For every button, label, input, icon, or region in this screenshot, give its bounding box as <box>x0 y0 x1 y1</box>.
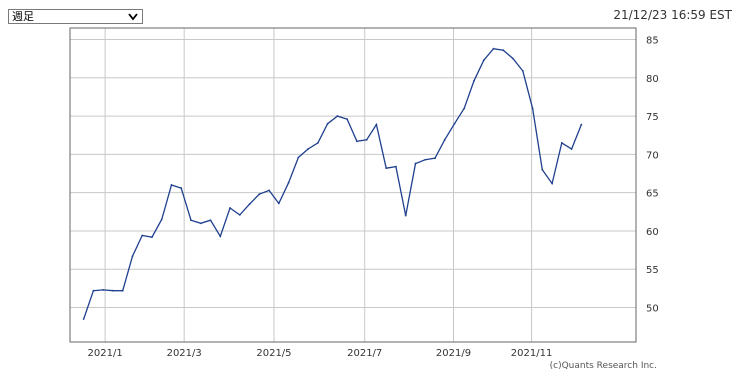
data-point <box>375 123 378 126</box>
data-point <box>238 213 241 216</box>
data-point <box>560 141 563 144</box>
data-point <box>326 122 329 125</box>
data-point <box>307 148 310 150</box>
chevron-down-icon <box>128 13 138 21</box>
x-tick-label: 2021/5 <box>256 348 291 359</box>
plot-frame <box>69 27 637 343</box>
data-point <box>336 115 339 117</box>
data-point <box>463 107 466 110</box>
y-tick-label: 85 <box>646 35 659 46</box>
timestamp: 21/12/23 16:59 EST <box>613 8 732 22</box>
data-point <box>414 162 417 165</box>
data-point <box>268 189 270 192</box>
data-point <box>82 318 85 320</box>
data-point <box>580 123 583 126</box>
data-point <box>112 289 114 292</box>
data-point <box>482 59 485 62</box>
data-point <box>443 138 446 141</box>
credit-text: (c)Quants Research Inc. <box>550 361 657 371</box>
x-tick-label: 2021/1 <box>88 348 123 359</box>
x-tick-label: 2021/7 <box>347 348 382 359</box>
y-tick-label: 50 <box>646 304 659 315</box>
data-point <box>287 181 290 184</box>
data-point <box>346 118 349 121</box>
x-axis-labels: 2021/1 2021/3 2021/5 2021/7 2021/9 2021/11 <box>88 348 553 359</box>
period-select-value: 週足 <box>12 10 34 23</box>
y-tick-label: 60 <box>646 227 659 238</box>
data-point <box>102 289 105 291</box>
data-point <box>219 235 222 238</box>
x-tick-label: 2021/3 <box>167 348 202 359</box>
data-point <box>502 49 505 52</box>
data-point <box>570 148 573 150</box>
data-point <box>521 69 524 72</box>
data-point <box>404 214 407 217</box>
y-axis-labels: 50 55 60 65 70 75 80 85 <box>646 35 659 314</box>
data-point <box>160 218 163 221</box>
y-tick-label: 65 <box>646 189 659 200</box>
data-point <box>316 141 319 144</box>
data-point <box>297 156 300 159</box>
x-tick-label: 2021/9 <box>436 348 471 359</box>
data-point <box>141 234 144 237</box>
series-layer <box>82 47 583 320</box>
y-tick-label: 75 <box>646 112 659 123</box>
data-point <box>434 157 436 160</box>
data-point <box>356 140 358 143</box>
data-point <box>229 207 231 209</box>
data-point <box>531 107 534 110</box>
data-point <box>424 158 427 161</box>
data-point <box>121 289 124 292</box>
data-point <box>512 57 514 60</box>
data-point <box>365 138 368 141</box>
data-point <box>385 167 388 170</box>
data-point <box>492 47 495 50</box>
y-tick-label: 80 <box>646 74 659 85</box>
data-point <box>131 255 134 258</box>
data-point <box>209 219 212 222</box>
data-point <box>473 79 475 82</box>
chart-grid <box>70 28 636 342</box>
y-tick-label: 70 <box>646 150 659 161</box>
data-point <box>258 193 261 196</box>
data-point <box>453 122 456 125</box>
data-point <box>551 182 553 185</box>
data-point <box>190 219 192 222</box>
data-point <box>92 289 95 292</box>
data-point <box>151 236 153 238</box>
data-point <box>170 184 173 186</box>
data-point <box>277 202 280 205</box>
x-tick-label: 2021/11 <box>511 348 553 359</box>
data-point <box>395 165 397 168</box>
data-point <box>180 187 183 189</box>
data-point <box>199 222 202 225</box>
data-point <box>541 168 544 171</box>
y-tick-label: 55 <box>646 265 659 276</box>
series-line <box>83 48 583 320</box>
period-select[interactable]: 週足 <box>8 9 143 24</box>
data-point <box>248 203 251 206</box>
